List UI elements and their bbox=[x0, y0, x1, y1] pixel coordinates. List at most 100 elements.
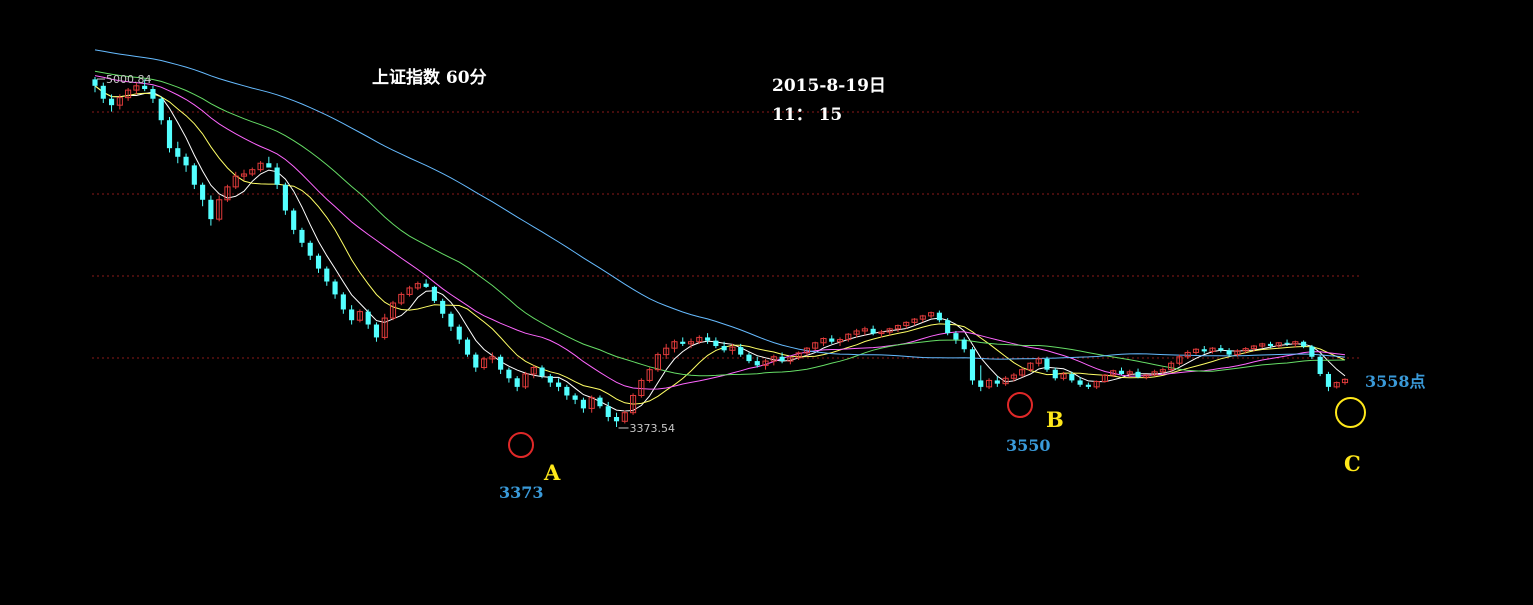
candle bbox=[886, 327, 893, 336]
candle bbox=[175, 141, 181, 164]
candle-body bbox=[1126, 371, 1133, 375]
candle-body bbox=[1101, 374, 1109, 383]
candle-body bbox=[1218, 348, 1224, 351]
candle bbox=[1209, 347, 1216, 354]
candle bbox=[266, 156, 272, 168]
candle-body bbox=[1069, 373, 1075, 381]
candle-body bbox=[738, 347, 744, 355]
candle bbox=[1176, 354, 1183, 366]
candle-body bbox=[787, 357, 794, 362]
candle-body bbox=[597, 397, 603, 407]
candle-body bbox=[713, 340, 719, 347]
candle bbox=[1267, 341, 1274, 349]
candle-body bbox=[1110, 370, 1117, 376]
candle bbox=[1052, 367, 1058, 381]
candle-body bbox=[158, 98, 164, 121]
candle bbox=[754, 356, 760, 368]
candle bbox=[1250, 344, 1258, 352]
candle-body bbox=[324, 268, 330, 282]
candle bbox=[498, 354, 504, 374]
candle-body bbox=[1060, 373, 1067, 379]
candle-body bbox=[911, 318, 918, 323]
chart-time: 11： 15 bbox=[772, 105, 843, 125]
candle-body bbox=[654, 354, 661, 371]
candle-body bbox=[448, 313, 454, 327]
candle bbox=[928, 311, 935, 319]
candle bbox=[779, 352, 785, 364]
candle-body bbox=[299, 229, 305, 243]
candle bbox=[770, 354, 777, 366]
candle bbox=[282, 182, 288, 215]
candle-body bbox=[125, 89, 132, 99]
point-value-c: 3558点 bbox=[1365, 372, 1426, 391]
candle bbox=[381, 313, 388, 340]
candle-body bbox=[274, 167, 280, 185]
moving-average-lines bbox=[94, 49, 1346, 412]
ma10-line bbox=[94, 85, 1346, 405]
candle bbox=[291, 208, 297, 235]
candle-body bbox=[1159, 369, 1166, 373]
candle-body bbox=[1027, 362, 1034, 371]
candle bbox=[1168, 361, 1175, 372]
candle-body bbox=[365, 311, 371, 325]
candle-body bbox=[696, 336, 703, 343]
candle bbox=[638, 378, 645, 398]
candle-body bbox=[92, 79, 98, 86]
candle-body bbox=[588, 397, 595, 409]
candle-body bbox=[994, 380, 1000, 384]
candle-body bbox=[307, 242, 313, 256]
candle bbox=[671, 339, 678, 353]
candle bbox=[506, 367, 512, 383]
candle bbox=[621, 410, 628, 424]
candle-body bbox=[406, 287, 413, 295]
candle-body bbox=[133, 85, 140, 91]
extreme-annotations: 5000.84 3373.54 bbox=[97, 73, 675, 435]
candle-body bbox=[829, 338, 835, 342]
candle-body bbox=[1135, 371, 1141, 378]
low-value-label: 3373.54 bbox=[630, 422, 676, 435]
candle-body bbox=[291, 210, 297, 230]
candle bbox=[1126, 369, 1133, 378]
candle bbox=[746, 352, 752, 364]
candle bbox=[183, 153, 189, 172]
candle bbox=[588, 395, 595, 413]
candle-body bbox=[779, 356, 785, 362]
candle-body bbox=[266, 163, 272, 168]
candle-body bbox=[440, 300, 446, 314]
candle-body bbox=[746, 354, 752, 362]
candle-body bbox=[514, 378, 520, 387]
candle-body bbox=[200, 184, 206, 200]
candle-body bbox=[150, 89, 156, 99]
candle bbox=[654, 352, 661, 372]
candle-body bbox=[621, 412, 628, 422]
candle-body bbox=[373, 324, 380, 338]
candle bbox=[108, 94, 115, 112]
ma60-line bbox=[94, 49, 1346, 360]
candle-body bbox=[605, 406, 611, 417]
candle bbox=[978, 365, 984, 392]
candle bbox=[1218, 344, 1224, 353]
candle bbox=[597, 395, 603, 409]
candle-body bbox=[613, 416, 620, 422]
candle bbox=[547, 373, 553, 387]
candle-body bbox=[116, 97, 123, 106]
candle-body bbox=[349, 309, 355, 321]
candle-body bbox=[166, 120, 173, 149]
candles bbox=[92, 77, 1349, 427]
candle-body bbox=[564, 386, 570, 396]
candle bbox=[200, 182, 206, 207]
candle-body bbox=[721, 346, 727, 351]
candle bbox=[1085, 382, 1091, 390]
candle bbox=[191, 163, 197, 190]
candle bbox=[580, 397, 586, 413]
candle bbox=[431, 285, 437, 304]
candle bbox=[456, 324, 462, 344]
candle bbox=[803, 347, 810, 356]
candle bbox=[522, 371, 529, 390]
candle-body bbox=[663, 347, 670, 356]
candle bbox=[473, 352, 479, 372]
candle-body bbox=[1275, 342, 1282, 347]
candle bbox=[721, 341, 727, 353]
candle bbox=[406, 285, 413, 297]
candle-body bbox=[340, 294, 346, 310]
